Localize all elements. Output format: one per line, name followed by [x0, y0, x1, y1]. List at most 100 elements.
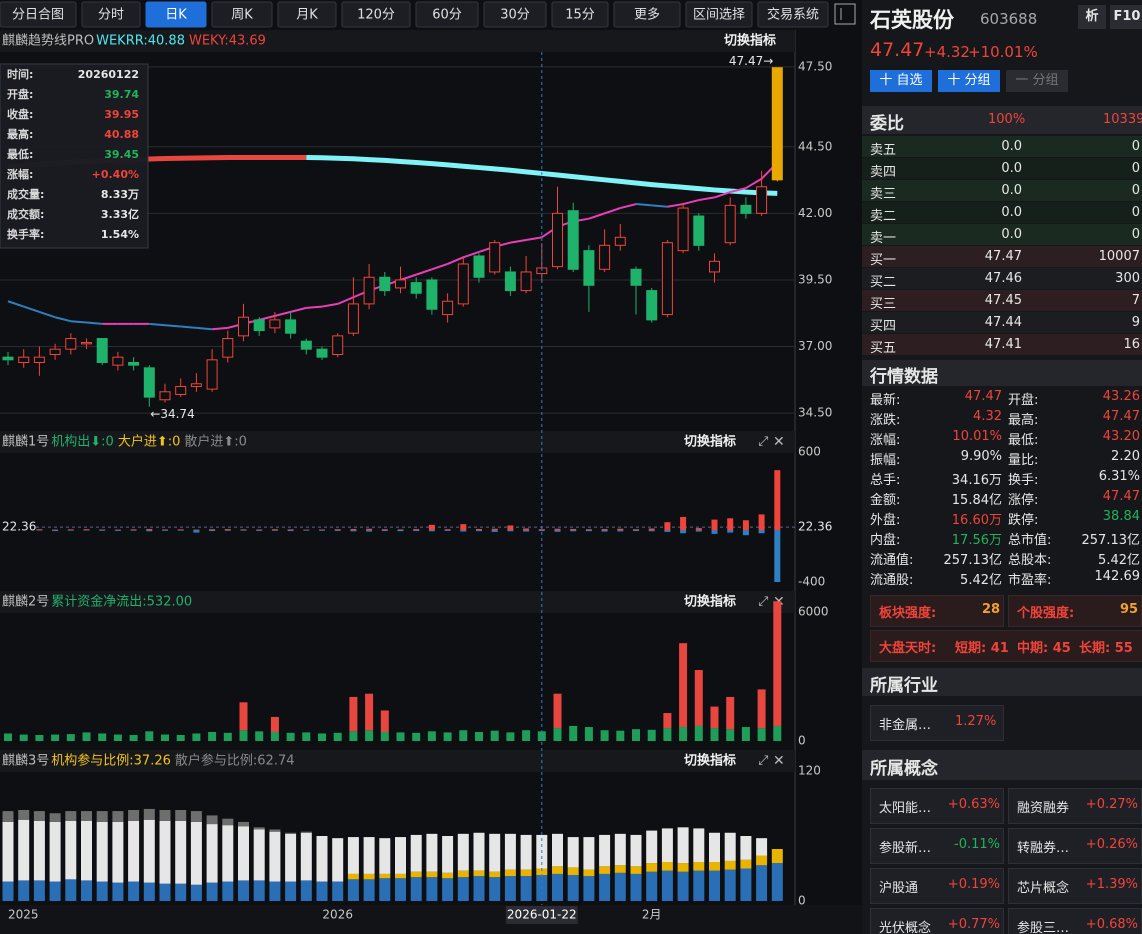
- stat-value: 17.56万: [951, 533, 1002, 548]
- indicator-bar: [523, 528, 530, 530]
- tag-box[interactable]: [870, 908, 1004, 934]
- ma-line: [415, 268, 433, 276]
- toolbar-button[interactable]: [613, 1, 681, 28]
- ratio-bar: [96, 881, 108, 901]
- indicator-bar: [334, 530, 341, 531]
- candle-body: [332, 335, 344, 356]
- indicator-bar: [476, 528, 482, 530]
- indicator-bar: [177, 530, 184, 531]
- stat-value: 10.01%: [952, 429, 1002, 444]
- strength-label: 板块强度:: [879, 606, 937, 621]
- flow-bar: [396, 732, 405, 741]
- indicator-bar: [162, 530, 168, 531]
- switch-indicator[interactable]: 切换指标: [724, 33, 776, 49]
- y-tick-label: 34.50: [798, 406, 832, 420]
- book-label: 卖四: [870, 165, 897, 180]
- toolbar-button-label: 日K: [165, 8, 187, 23]
- toolbar-button[interactable]: [415, 1, 479, 28]
- toolbar-button[interactable]: [0, 1, 77, 28]
- tooltip-label: 开盘:: [7, 87, 33, 101]
- y-tick-label: 39.50: [798, 272, 832, 286]
- switch-indicator[interactable]: 切换指标: [684, 594, 736, 610]
- tag-box[interactable]: [870, 788, 1004, 824]
- expand-icon[interactable]: ⤢: [758, 595, 768, 610]
- ma-line: [212, 326, 228, 331]
- expand-icon[interactable]: ⤢: [758, 754, 768, 769]
- tag-box[interactable]: [1008, 828, 1142, 864]
- book-label: 买二: [870, 275, 897, 290]
- ratio-bar: [740, 836, 752, 860]
- stock-name: 石英股份: [870, 8, 954, 32]
- panel-header: [0, 30, 795, 52]
- tag-box[interactable]: [1008, 788, 1142, 824]
- strength-box: [1008, 595, 1142, 627]
- candle-body: [300, 340, 312, 350]
- toolbar-button[interactable]: [277, 1, 337, 28]
- toolbar-button[interactable]: [757, 1, 829, 28]
- candle-body: [693, 215, 705, 246]
- tooltip-value: 40.88: [104, 128, 139, 141]
- flow-bar: [522, 730, 531, 741]
- indicator-bar: [271, 530, 278, 531]
- tag-box[interactable]: [870, 868, 1004, 904]
- flow-bar: [741, 727, 750, 741]
- quote-button[interactable]: 析: [1078, 5, 1106, 29]
- tooltip-value: 39.45: [104, 148, 139, 161]
- stat-value: 34.16万: [951, 473, 1002, 488]
- collapse-icon[interactable]: [834, 3, 856, 25]
- expand-icon[interactable]: ⤢: [758, 435, 768, 450]
- candle-body: [709, 260, 720, 273]
- toolbar-button-label: 月K: [296, 8, 318, 23]
- indicator-bar: [444, 529, 451, 530]
- ma-line: [54, 316, 72, 323]
- switch-indicator[interactable]: 切换指标: [684, 753, 736, 769]
- section-title: 所属概念: [870, 759, 938, 779]
- tag-box[interactable]: [870, 705, 1004, 741]
- toolbar-button[interactable]: [551, 1, 609, 28]
- toolbar-button[interactable]: [685, 1, 753, 28]
- candle-body: [552, 212, 563, 268]
- close-icon[interactable]: ✕: [773, 753, 785, 769]
- tag-pct: -0.11%: [954, 837, 1000, 852]
- flow-bar: [757, 728, 766, 741]
- toolbar-button[interactable]: [81, 1, 141, 28]
- action-button[interactable]: 十 分组: [938, 70, 1000, 92]
- indicator-bar: [648, 530, 655, 532]
- ratio-bar: [646, 863, 658, 872]
- toolbar-button[interactable]: [145, 1, 207, 28]
- tag-pct: +0.68%: [1085, 917, 1138, 932]
- book-row: [862, 202, 1142, 223]
- flow-bar: [569, 725, 578, 741]
- ratio-bar: [646, 830, 658, 864]
- ma-line: [745, 177, 763, 189]
- toolbar-button-label: 交易系统: [767, 7, 819, 23]
- x-axis-bg: [0, 905, 862, 934]
- action-button[interactable]: 十 自选: [870, 70, 932, 92]
- close-icon[interactable]: ✕: [773, 434, 785, 450]
- ratio-bar: [316, 836, 328, 882]
- quote-button[interactable]: F10: [1110, 5, 1142, 29]
- x-highlight-bg: [505, 906, 578, 924]
- switch-indicator[interactable]: 切换指标: [684, 434, 736, 450]
- book-row: [862, 268, 1142, 289]
- toolbar-button[interactable]: [341, 1, 411, 28]
- tag-box[interactable]: [870, 828, 1004, 864]
- ratio-bar: [33, 880, 45, 901]
- toolbar-button[interactable]: [211, 1, 273, 28]
- book-volume: 0: [1131, 205, 1140, 220]
- flow-bar: [302, 732, 311, 741]
- toolbar-button-label: 分时: [98, 8, 124, 23]
- book-price: 0.0: [1001, 139, 1022, 154]
- stock-code: 603688: [980, 10, 1038, 28]
- action-button: 一 分组: [1006, 70, 1068, 92]
- indicator-bar: [491, 528, 498, 530]
- panel-header: [0, 431, 795, 453]
- ratio-bar: [442, 878, 454, 901]
- toolbar-button[interactable]: [483, 1, 547, 28]
- price-change: +4.32: [924, 43, 970, 61]
- ratio-bar: [175, 810, 187, 821]
- ratio-bar: [599, 866, 611, 874]
- flow-bar: [679, 643, 688, 728]
- tooltip-label: 成交额:: [7, 207, 44, 221]
- ratio-bar: [112, 821, 124, 883]
